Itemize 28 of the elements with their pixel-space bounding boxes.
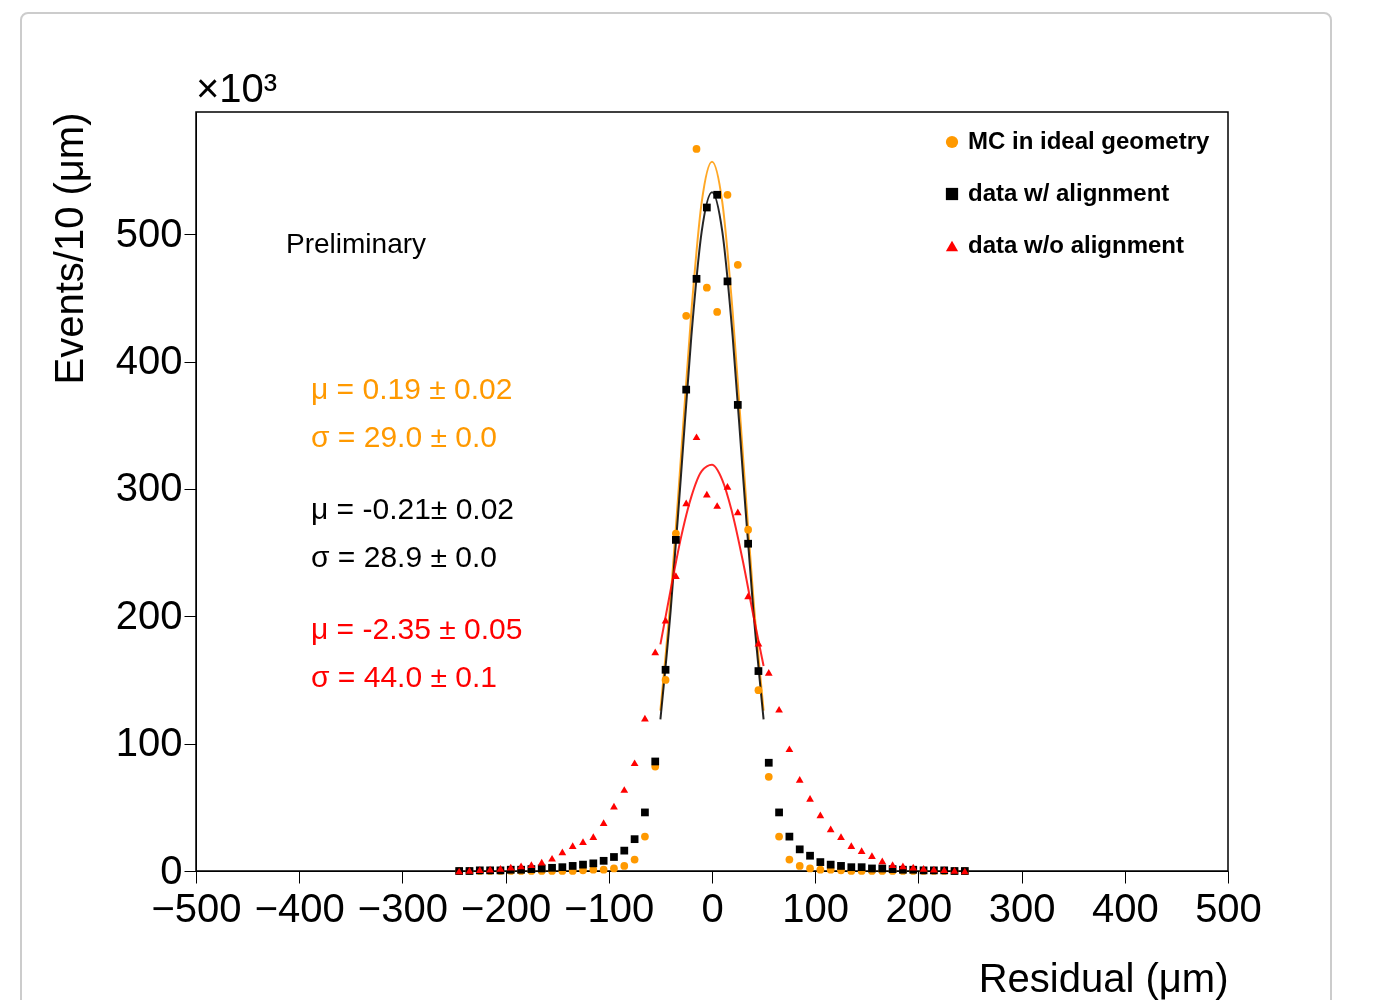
x-tick-label: 100 (782, 885, 850, 930)
legend-label: data w/ alignment (968, 179, 1170, 206)
x-tick-label: 400 (1091, 885, 1159, 930)
legend-label: data w/o alignment (968, 231, 1185, 258)
annotation: σ = 29.0 ± 0.0 (311, 420, 497, 453)
annotation: μ = -2.35 ± 0.05 (311, 612, 523, 645)
y-tick-label: 500 (115, 210, 183, 255)
x-tick-label: 300 (988, 885, 1056, 930)
x-axis-title: Residual (μm) (978, 955, 1229, 1000)
x-tick-label: −200 (461, 885, 552, 930)
y-tick-label: 200 (115, 592, 183, 637)
text: ×10³ (196, 66, 278, 110)
y-tick-label: 100 (115, 720, 183, 765)
y-tick-label: 400 (115, 338, 183, 383)
annotation: σ = 44.0 ± 0.1 (311, 660, 497, 693)
y-axis-title: Events/10 (μm) (46, 112, 91, 385)
annotation: μ = 0.19 ± 0.02 (311, 372, 513, 405)
x-tick-label: 0 (701, 885, 724, 930)
x-tick-label: −300 (357, 885, 448, 930)
x-tick-label: 200 (885, 885, 953, 930)
x-tick-label: −400 (254, 885, 345, 930)
x-tick-label: 500 (1195, 885, 1262, 930)
legend-label: MC in ideal geometry (968, 127, 1211, 154)
annotation: σ = 28.9 ± 0.0 (311, 540, 497, 573)
annotation: μ = -0.21± 0.02 (311, 492, 515, 525)
y-tick-label: 300 (115, 465, 183, 510)
annotation: Preliminary (286, 228, 427, 259)
x-tick-label: −100 (564, 885, 655, 930)
